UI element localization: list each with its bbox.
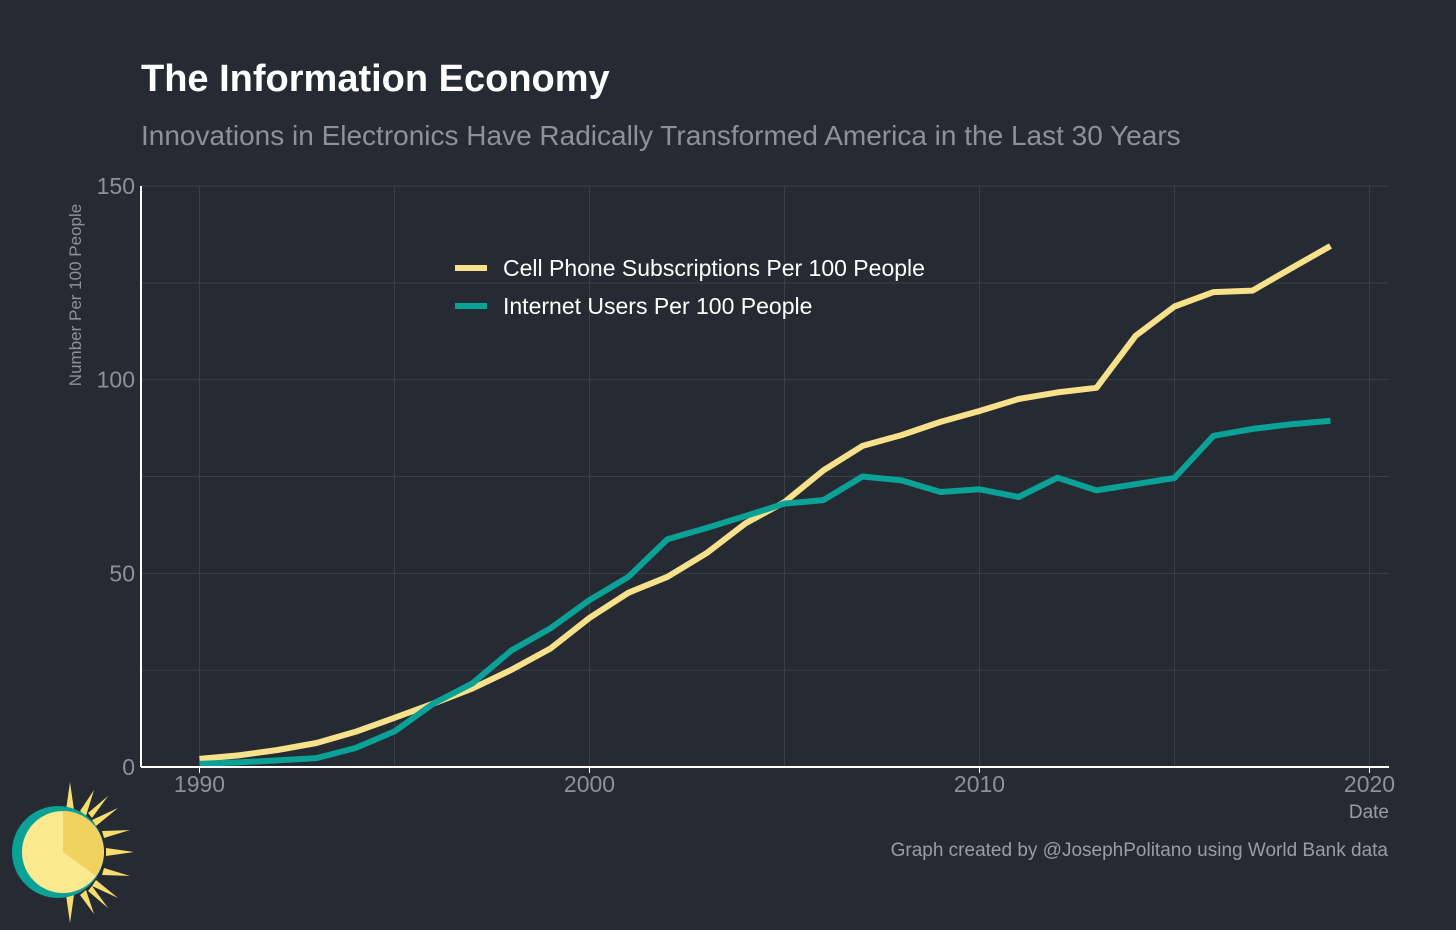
x-tick-label: 2000 (564, 771, 615, 797)
x-tick-label: 1990 (174, 771, 225, 797)
tick-labels: 0 50 100 150 1990 2000 2010 2020 (97, 173, 1395, 797)
cell-phone-series-line (199, 243, 1332, 762)
x-tick-label: 2020 (1344, 771, 1395, 797)
y-tick-label: 50 (109, 560, 135, 586)
axes (140, 186, 1389, 768)
legend-label-cell: Cell Phone Subscriptions Per 100 People (503, 255, 925, 281)
x-tick-label: 2010 (954, 771, 1005, 797)
sun-logo-icon (12, 782, 134, 923)
series-lines (199, 243, 1332, 767)
internet-users-series-line (199, 417, 1331, 767)
y-tick-label: 0 (122, 754, 135, 780)
y-axis-label: Number Per 100 People (66, 204, 85, 386)
y-tick-label: 100 (97, 367, 135, 393)
legend: Cell Phone Subscriptions Per 100 People … (455, 255, 925, 319)
grid-lines (141, 185, 1389, 768)
chart-title: The Information Economy (141, 58, 610, 100)
source-caption: Graph created by @JosephPolitano using W… (890, 840, 1388, 861)
chart-subtitle: Innovations in Electronics Have Radicall… (141, 120, 1181, 151)
x-axis-label: Date (1349, 802, 1389, 823)
legend-label-internet: Internet Users Per 100 People (503, 293, 812, 319)
y-tick-label: 150 (97, 173, 135, 199)
